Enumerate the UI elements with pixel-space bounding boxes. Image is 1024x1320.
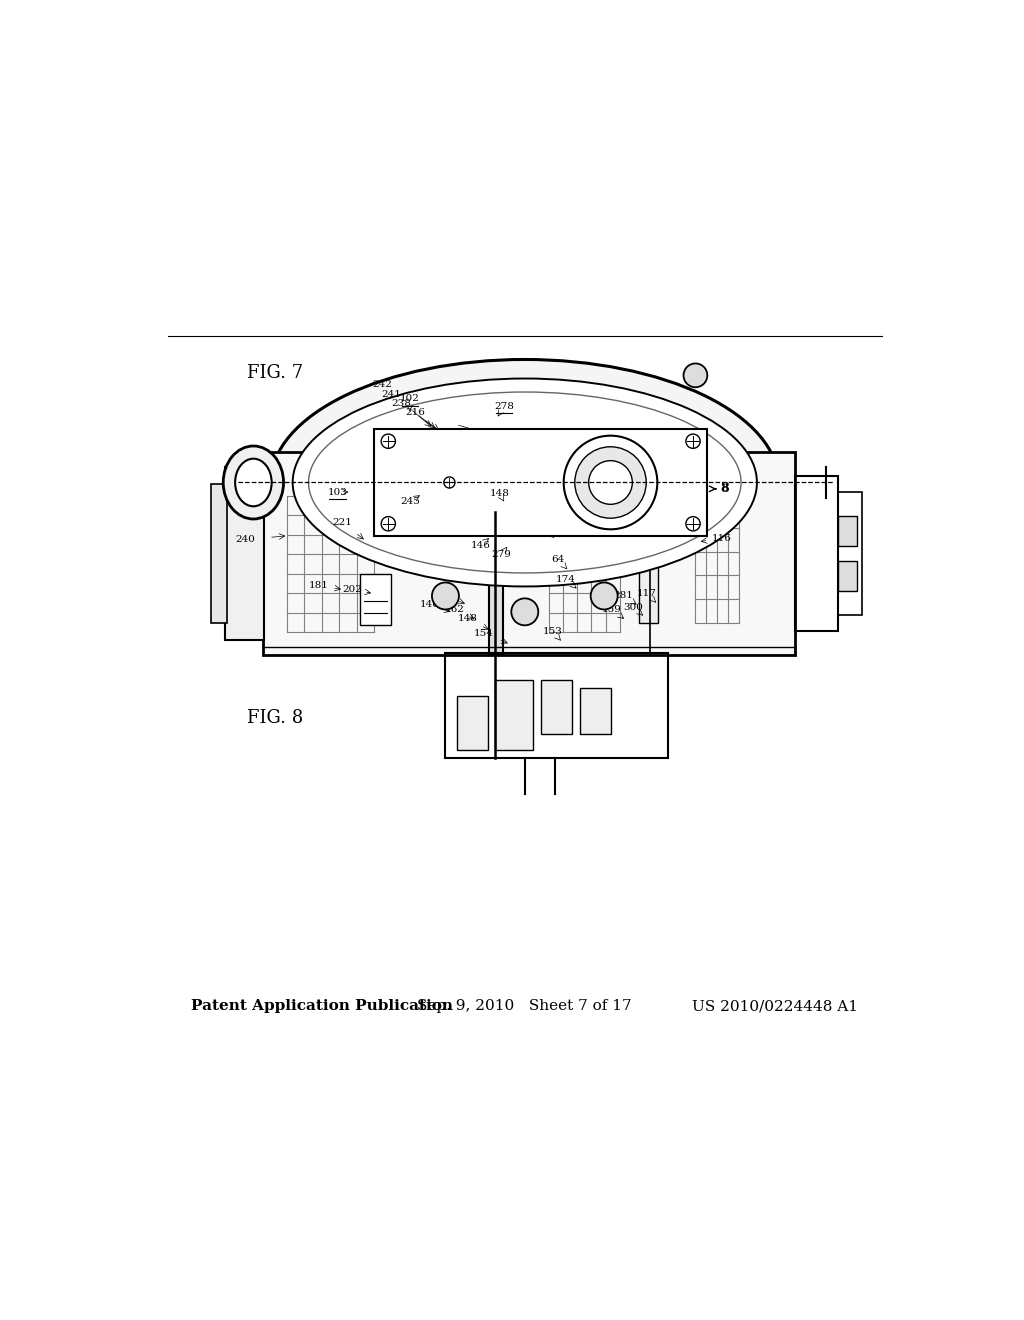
Ellipse shape (443, 477, 455, 488)
Text: 146: 146 (471, 541, 492, 549)
Text: 162: 162 (445, 605, 465, 614)
Text: 245: 245 (400, 498, 421, 506)
Text: 117: 117 (637, 589, 657, 598)
Text: 153: 153 (543, 627, 562, 636)
Ellipse shape (308, 392, 741, 573)
Ellipse shape (511, 598, 539, 626)
Ellipse shape (589, 461, 633, 504)
Text: 238: 238 (391, 400, 411, 408)
Text: 221: 221 (333, 517, 352, 527)
Bar (225, 466, 264, 640)
Ellipse shape (684, 363, 708, 387)
Ellipse shape (432, 582, 459, 610)
Ellipse shape (223, 446, 284, 519)
Text: 174: 174 (556, 574, 577, 583)
Bar (639, 482, 658, 544)
Bar (489, 453, 504, 655)
Text: FIG. 7: FIG. 7 (247, 364, 303, 381)
Bar (263, 453, 795, 655)
Bar (639, 561, 658, 623)
Ellipse shape (270, 359, 778, 606)
Bar (839, 561, 857, 591)
Text: 173: 173 (532, 523, 552, 532)
Text: Patent Application Publication: Patent Application Publication (191, 999, 454, 1014)
Ellipse shape (686, 516, 700, 531)
Bar (374, 429, 708, 536)
Bar (541, 680, 572, 734)
Bar (839, 492, 862, 615)
Text: 8: 8 (238, 482, 246, 495)
Text: 278: 278 (495, 401, 514, 411)
Text: US 2010/0224448 A1: US 2010/0224448 A1 (692, 999, 858, 1014)
Text: 8: 8 (239, 484, 245, 494)
Ellipse shape (381, 516, 395, 531)
Text: 159: 159 (602, 605, 622, 614)
Bar (581, 688, 610, 734)
Text: 102: 102 (399, 393, 420, 403)
Text: 279: 279 (492, 550, 511, 560)
Text: 8: 8 (721, 482, 729, 495)
Text: 154: 154 (473, 628, 494, 638)
Bar (839, 516, 857, 546)
Text: FIG. 8: FIG. 8 (247, 709, 303, 727)
Text: 240: 240 (236, 474, 255, 482)
Bar (211, 484, 227, 623)
Text: 171: 171 (434, 590, 454, 599)
Bar (359, 574, 391, 624)
Bar (495, 680, 532, 750)
Text: 216: 216 (406, 408, 425, 417)
Text: 242: 242 (372, 380, 392, 389)
Text: 202: 202 (342, 585, 361, 594)
Text: 116: 116 (712, 533, 731, 543)
Bar (458, 696, 487, 750)
Ellipse shape (563, 436, 657, 529)
Text: 241: 241 (382, 389, 401, 399)
Text: 300: 300 (623, 602, 643, 611)
Ellipse shape (591, 582, 617, 610)
Ellipse shape (381, 434, 395, 449)
Ellipse shape (686, 434, 700, 449)
Text: 146: 146 (420, 601, 439, 610)
Text: 281: 281 (613, 590, 633, 599)
Ellipse shape (236, 458, 271, 507)
Text: 64: 64 (552, 554, 565, 564)
Text: 181: 181 (519, 523, 539, 532)
Bar (795, 477, 839, 631)
Text: 175: 175 (593, 521, 612, 529)
Text: Sep. 9, 2010   Sheet 7 of 17: Sep. 9, 2010 Sheet 7 of 17 (418, 999, 632, 1014)
Ellipse shape (293, 379, 757, 586)
Text: 103: 103 (328, 487, 347, 496)
Text: 181: 181 (308, 581, 329, 590)
Text: 8: 8 (722, 484, 728, 494)
Text: 240: 240 (236, 535, 255, 544)
Text: 148: 148 (489, 490, 509, 498)
Ellipse shape (574, 446, 646, 519)
Text: 148: 148 (458, 615, 477, 623)
Bar (445, 653, 668, 758)
